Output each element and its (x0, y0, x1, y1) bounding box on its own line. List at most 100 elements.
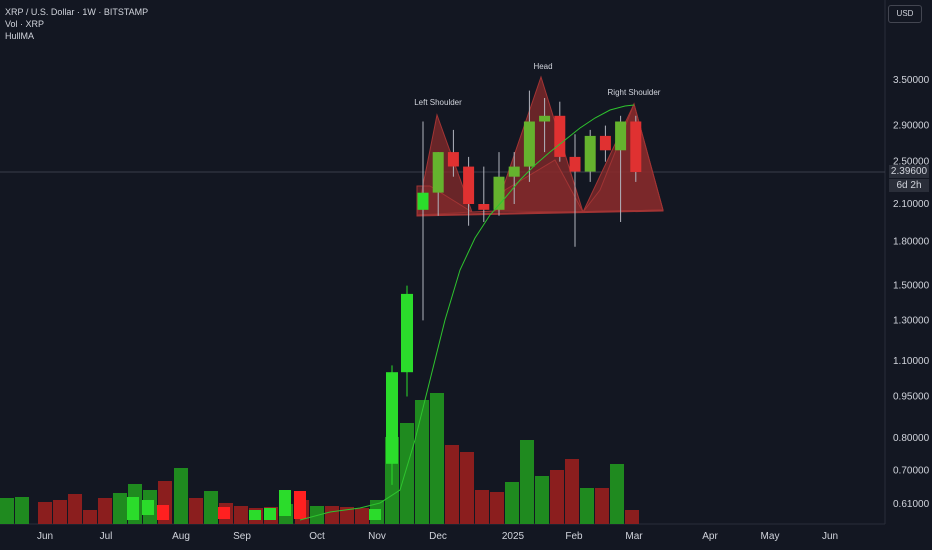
background-candles (127, 490, 381, 520)
volume-bar-22 (340, 507, 354, 524)
volume-bar-13 (204, 491, 218, 524)
small-candle-1 (142, 500, 154, 515)
volume-bar-38 (580, 488, 594, 524)
price-tick-4: 1.80000 (893, 236, 930, 247)
price-tick-11: 0.61000 (893, 499, 930, 510)
volume-bar-7 (113, 493, 127, 524)
volume-bars (0, 393, 639, 524)
small-candle-0 (127, 497, 139, 520)
volume-bar-12 (189, 498, 203, 524)
price-tick-0: 3.50000 (893, 75, 930, 86)
candle-8 (539, 115, 551, 122)
price-tick-5: 1.50000 (893, 281, 930, 292)
candle-0 (417, 192, 429, 210)
price-tick-2: 2.50000 (893, 157, 930, 168)
candle-14 (630, 121, 642, 172)
hull-ma-line (299, 104, 635, 521)
candle-13 (615, 121, 627, 151)
candle-10 (569, 156, 581, 172)
volume-bar-29 (445, 445, 459, 524)
candle-2 (447, 152, 459, 167)
volume-bar-37 (565, 459, 579, 524)
candle-3 (463, 166, 475, 204)
volume-bar-1 (15, 497, 29, 524)
time-tick-8: Feb (565, 531, 583, 542)
small-candle-2 (157, 505, 169, 520)
countdown-tag: 6d 2h (889, 179, 929, 192)
volume-bar-28 (430, 393, 444, 524)
time-tick-1: Jul (100, 531, 113, 542)
volume-bar-2 (38, 502, 52, 524)
price-tick-7: 1.10000 (893, 356, 930, 367)
last-price-tag: 2.39600 (889, 165, 929, 178)
small-candle-5 (264, 508, 276, 520)
volume-bar-4 (68, 494, 82, 524)
volume-bar-3 (53, 500, 67, 524)
candle-9 (554, 115, 566, 157)
volume-bar-31 (475, 490, 489, 524)
time-tick-12: Jun (822, 531, 838, 542)
volume-bar-40 (610, 464, 624, 524)
candle-1 (432, 152, 444, 193)
price-tick-9: 0.80000 (893, 433, 930, 444)
small-candle-4 (249, 510, 261, 520)
rally-candle-1 (401, 293, 413, 373)
volume-bar-6 (98, 498, 112, 524)
time-tick-5: Nov (368, 531, 386, 542)
chart-legend: XRP / U.S. Dollar · 1W · BITSTAMP Vol · … (5, 6, 148, 42)
volume-bar-0 (0, 498, 14, 524)
volume-bar-36 (550, 470, 564, 524)
time-tick-9: Mar (625, 531, 643, 542)
time-tick-4: Oct (309, 531, 325, 542)
volume-bar-21 (325, 506, 339, 524)
price-tick-3: 2.10000 (893, 199, 930, 210)
volume-bar-30 (460, 452, 474, 524)
price-tick-1: 2.90000 (893, 121, 930, 132)
left-shoulder-label: Left Shoulder (414, 98, 462, 107)
volume-bar-27 (415, 400, 429, 524)
candle-12 (599, 135, 611, 151)
right-shoulder-label: Right Shoulder (608, 88, 661, 97)
time-tick-11: May (761, 531, 780, 542)
volume-legend[interactable]: Vol · XRP (5, 19, 45, 29)
volume-bar-33 (505, 482, 519, 524)
price-tick-6: 1.30000 (893, 315, 930, 326)
candle-7 (523, 121, 535, 167)
time-tick-0: Jun (37, 531, 53, 542)
volume-bar-39 (595, 488, 609, 524)
time-tick-7: 2025 (502, 531, 525, 542)
symbol-title[interactable]: XRP / U.S. Dollar · 1W · BITSTAMP (5, 7, 149, 17)
volume-bar-23 (355, 508, 369, 524)
price-tick-10: 0.70000 (893, 466, 930, 477)
small-candle-3 (218, 507, 230, 519)
volume-bar-35 (535, 476, 549, 524)
volume-bar-41 (625, 510, 639, 524)
candle-5 (493, 176, 505, 210)
small-candle-7 (294, 491, 306, 519)
rally-candle-0 (386, 372, 398, 464)
currency-button[interactable]: USD (888, 5, 922, 23)
volume-bar-32 (490, 492, 504, 524)
hullma-legend[interactable]: HullMA (5, 31, 35, 41)
time-axis-labels: Jun Jul Aug Sep Oct Nov Dec 2025 Feb Mar Apr May Jun (37, 531, 838, 542)
pattern-body (416, 102, 664, 216)
head-label: Head (533, 62, 552, 71)
volume-bar-11 (174, 468, 188, 524)
time-tick-6: Dec (429, 531, 447, 542)
volume-bar-15 (234, 506, 248, 524)
price-axis-labels: 3.50000 2.90000 2.50000 2.10000 1.80000 1.500… (893, 75, 930, 510)
candles (386, 90, 642, 485)
volume-bar-5 (83, 510, 97, 524)
price-tick-8: 0.95000 (893, 392, 930, 403)
candle-11 (584, 135, 596, 172)
small-candle-6 (279, 490, 291, 516)
time-tick-3: Sep (233, 531, 251, 542)
candle-6 (508, 166, 520, 177)
time-tick-10: Apr (702, 531, 718, 542)
volume-bar-34 (520, 440, 534, 524)
candle-4 (478, 204, 490, 210)
time-tick-2: Aug (172, 531, 190, 542)
volume-bar-26 (400, 423, 414, 524)
small-candle-8 (369, 509, 381, 520)
